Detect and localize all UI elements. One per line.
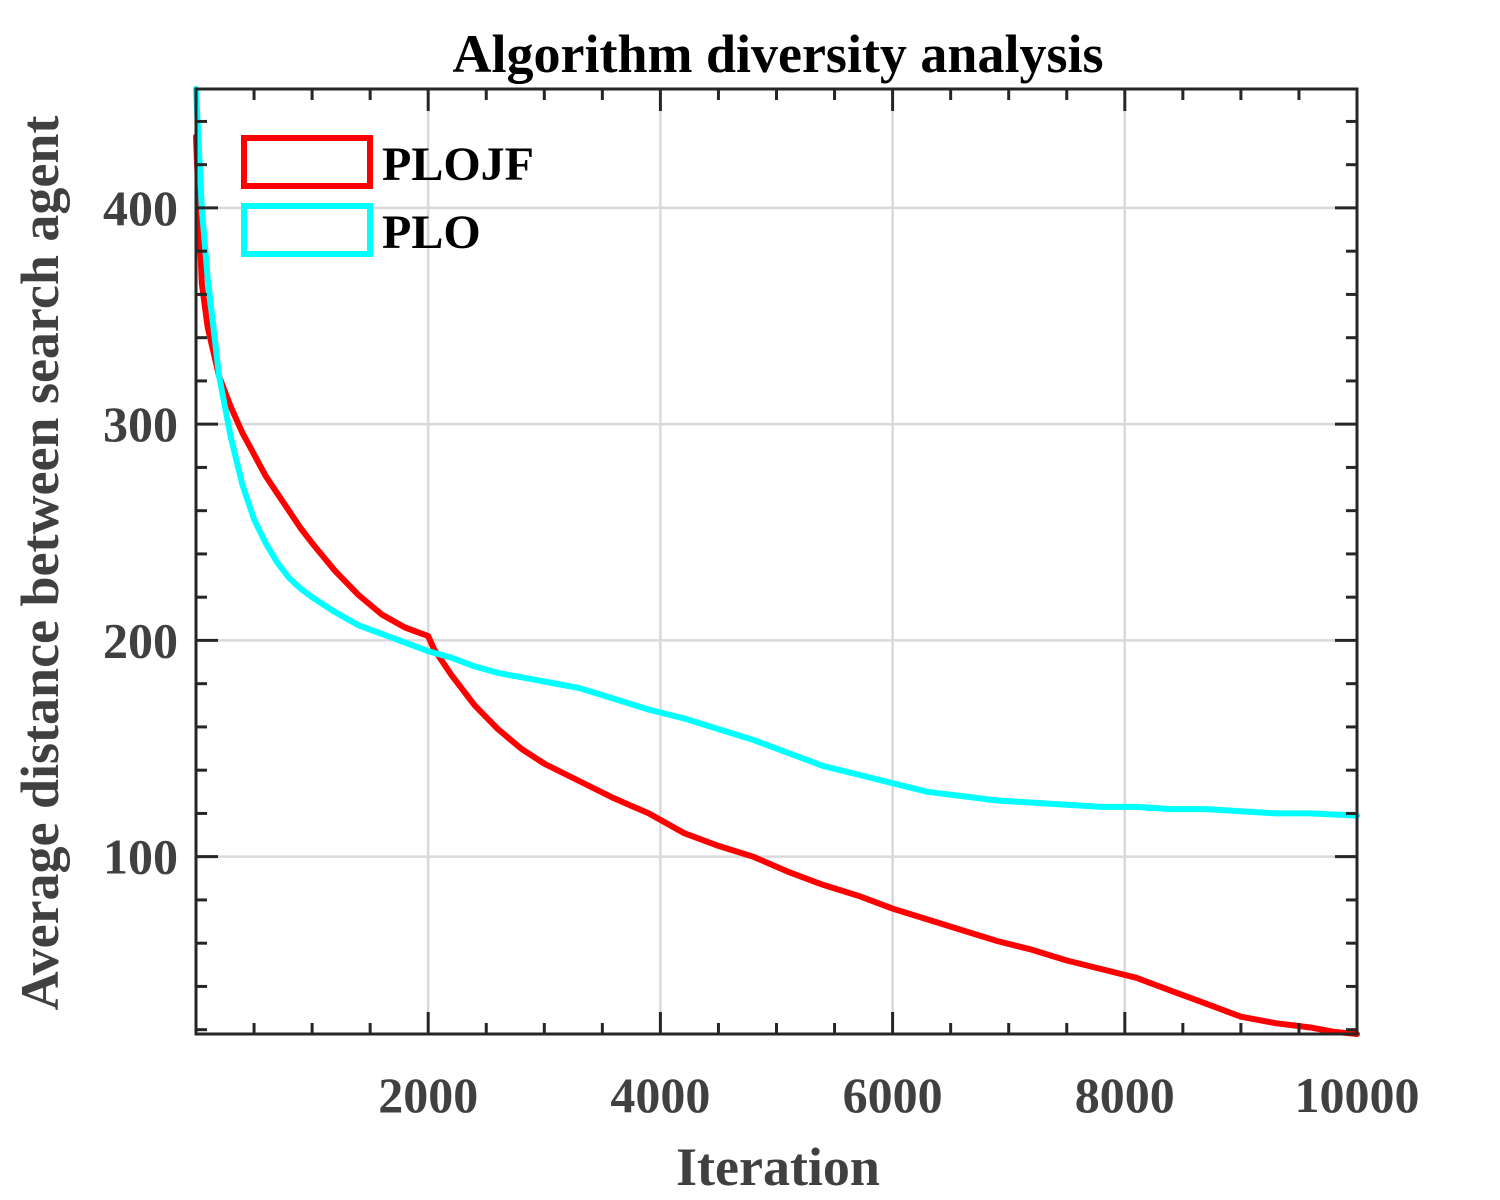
series-line-plojf bbox=[193, 133, 1360, 1037]
x-tick-label: 8000 bbox=[1075, 1067, 1175, 1123]
legend-label: PLOJF bbox=[382, 138, 534, 191]
chart-title: Algorithm diversity analysis bbox=[452, 24, 1103, 84]
x-tick-label: 4000 bbox=[610, 1067, 710, 1123]
tick-labels: 2000 4000 6000 8000 10000 100 200 300 400 bbox=[103, 180, 1420, 1123]
y-tick-label: 300 bbox=[103, 396, 178, 452]
series-line-plo bbox=[193, 86, 1360, 819]
series-lines bbox=[193, 86, 1360, 1037]
legend-label: PLO bbox=[382, 206, 481, 259]
y-tick-label: 400 bbox=[103, 180, 178, 236]
y-axis-label: Average distance between search agent bbox=[10, 116, 70, 1011]
x-tick-label: 2000 bbox=[378, 1067, 478, 1123]
legend: PLOJF PLO bbox=[241, 135, 534, 259]
x-tick-label: 10000 bbox=[1295, 1067, 1420, 1123]
x-axis-label: Iteration bbox=[676, 1137, 880, 1197]
legend-swatch bbox=[241, 135, 373, 189]
grid-lines bbox=[196, 89, 1357, 1034]
y-tick-label: 200 bbox=[103, 612, 178, 668]
y-tick-label: 100 bbox=[103, 829, 178, 885]
x-tick-label: 6000 bbox=[843, 1067, 943, 1123]
legend-swatch bbox=[241, 203, 373, 257]
tick-marks bbox=[196, 89, 1357, 1034]
